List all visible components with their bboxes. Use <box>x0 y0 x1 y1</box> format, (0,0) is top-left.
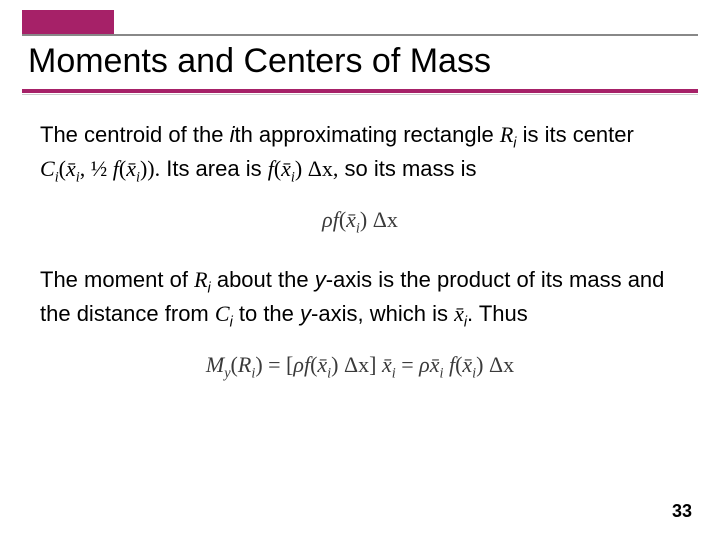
paren: ( <box>59 156 66 181</box>
var-xbar: x̄ <box>346 207 356 232</box>
var-f: f <box>443 352 455 377</box>
paragraph-2: The moment of Ri about the y-axis is the… <box>40 265 680 332</box>
delta-x: Δx <box>373 207 398 232</box>
title-region: Moments and Centers of Mass <box>22 34 698 95</box>
text: Thus <box>473 301 528 326</box>
var-xbar: x̄ <box>454 301 464 326</box>
bracket: ] <box>369 352 382 377</box>
var-xbar: x̄ <box>430 352 440 377</box>
text: about the <box>211 267 315 292</box>
equation-moment: My(Ri) = [ρf(x̄i) Δx] x̄i = ρx̄i f(x̄i) … <box>40 350 680 384</box>
var-xbar: x̄ <box>317 352 327 377</box>
paren: ) <box>295 156 308 181</box>
var-y: y <box>315 267 326 292</box>
half: ½ <box>91 156 108 181</box>
delta-x: Δx <box>344 352 369 377</box>
area-expr: f(x̄i) Δx, <box>268 156 339 181</box>
equation-mass: ρf(x̄i) Δx <box>40 205 680 239</box>
slide-body: The centroid of the ith approximating re… <box>40 120 680 410</box>
var-xbar: x̄ <box>462 352 472 377</box>
var-xbar: x̄ <box>281 156 291 181</box>
var-C: C <box>215 301 230 326</box>
var-rho: ρ <box>322 207 333 232</box>
var-R: R <box>238 352 251 377</box>
paren: ) <box>331 352 344 377</box>
text: -axis, which is <box>311 301 454 326</box>
var-R: R <box>194 267 207 292</box>
text: The centroid of the <box>40 122 230 147</box>
accent-block <box>22 10 114 36</box>
paren: )). <box>140 156 160 181</box>
text: Its area is <box>160 156 268 181</box>
title-rule-top <box>22 34 698 36</box>
equals-bracket: ) = [ <box>255 352 293 377</box>
var-xbar: x̄ <box>382 352 392 377</box>
center-expr: Ci(x̄i, ½ f(x̄i)). <box>40 156 160 181</box>
paren: ) <box>360 207 373 232</box>
var-f: f <box>107 156 119 181</box>
paragraph-1: The centroid of the ith approximating re… <box>40 120 680 187</box>
text: The moment of <box>40 267 194 292</box>
comma: , <box>80 156 91 181</box>
paren: ( <box>231 352 238 377</box>
var-rho: ρ <box>293 352 304 377</box>
var-y: y <box>300 301 311 326</box>
slide: Moments and Centers of Mass The centroid… <box>0 0 720 540</box>
page-number: 33 <box>672 501 692 522</box>
text: is its center <box>516 122 633 147</box>
delta-x: Δx <box>489 352 514 377</box>
paren: ) <box>476 352 489 377</box>
var-rho: ρ <box>419 352 430 377</box>
var-M: M <box>206 352 224 377</box>
var-C: C <box>40 156 55 181</box>
text: to the <box>233 301 300 326</box>
slide-title: Moments and Centers of Mass <box>22 38 698 85</box>
delta-x: Δx <box>308 156 333 181</box>
equals: = <box>396 352 419 377</box>
var-xbar: x̄ <box>126 156 136 181</box>
title-rule-bottom <box>22 89 698 95</box>
text: th approximating rectangle <box>234 122 499 147</box>
text: so its mass is <box>338 156 476 181</box>
var-xbar: x̄ <box>66 156 76 181</box>
var-R: R <box>500 122 513 147</box>
